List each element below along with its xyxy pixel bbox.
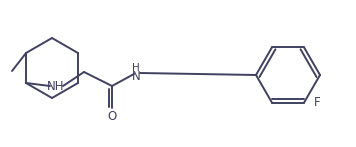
Text: O: O: [108, 111, 117, 123]
Text: N: N: [132, 71, 140, 83]
Text: H: H: [132, 63, 140, 73]
Text: NH: NH: [47, 80, 65, 92]
Text: F: F: [314, 96, 321, 109]
